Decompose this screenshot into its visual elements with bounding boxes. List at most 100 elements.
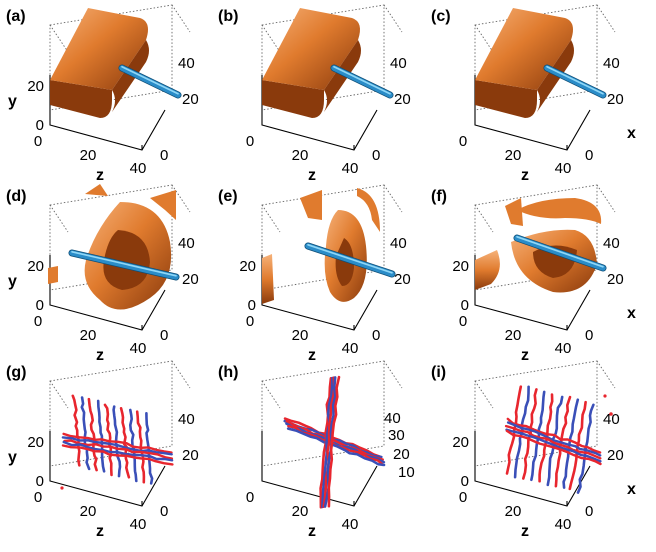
z-tick-label: 0	[246, 489, 254, 506]
panel-label: (b)	[218, 8, 238, 25]
z-tick-label: 40	[342, 340, 359, 357]
y-axis-label: y	[8, 449, 17, 466]
x-axis-label: x	[627, 305, 636, 322]
z-tick-label: 20	[80, 327, 97, 344]
y-tick-label: 20	[27, 434, 44, 451]
z-tick-label: 40	[130, 160, 147, 177]
z-tick-label: 0	[459, 489, 467, 506]
z-tick-label: 40	[555, 160, 572, 177]
rod-highlight	[546, 65, 604, 95]
x-tick-label: 40	[384, 410, 401, 427]
red-strand	[61, 444, 174, 466]
box-edge	[474, 204, 494, 233]
z-axis-label: z	[308, 523, 316, 540]
blue-strand	[285, 422, 386, 464]
box-edge	[171, 4, 191, 33]
red-dot	[609, 412, 613, 416]
z-tick-label: 0	[34, 133, 42, 150]
z-tick-label: 20	[80, 147, 97, 164]
red-strand	[119, 407, 131, 479]
box-edge	[49, 24, 69, 53]
box-edge	[261, 204, 281, 233]
y-tick-label: 0	[461, 297, 469, 314]
z-tick-label: 0	[459, 133, 467, 150]
x-tick-label: 20	[394, 91, 411, 108]
x-tick-label: 40	[178, 235, 195, 252]
red-strand	[285, 419, 384, 461]
panel-label: (e)	[218, 188, 238, 205]
blue-strand	[321, 376, 334, 509]
rod	[119, 65, 181, 98]
rod	[69, 250, 179, 280]
blue-strand	[506, 421, 602, 457]
box-edge	[261, 380, 281, 409]
rod	[331, 65, 393, 98]
box-edge	[596, 360, 616, 389]
blue-strand	[80, 396, 91, 471]
z-tick-label: 40	[342, 160, 359, 177]
rod	[305, 243, 395, 277]
z-axis-label: z	[521, 167, 529, 184]
x-tick-label: 20	[182, 271, 199, 288]
shell-fragment	[262, 254, 274, 304]
z-tick-label: 20	[292, 147, 309, 164]
shell-cavity	[335, 238, 354, 286]
panel-label: (g)	[6, 364, 26, 381]
blue-strand	[530, 390, 546, 482]
x-tick-label: 20	[607, 447, 624, 464]
slab-side-face	[324, 40, 361, 112]
rod	[514, 235, 606, 271]
z-tick-label: 0	[246, 133, 254, 150]
blue-strand	[61, 436, 173, 456]
box-edge	[383, 4, 403, 33]
red-strand	[568, 400, 587, 491]
x-tick-label: 30	[388, 427, 405, 444]
slab-front-face	[50, 80, 112, 118]
y-axis-label: y	[8, 273, 17, 290]
z-axis-label: z	[96, 523, 104, 540]
red-strand	[71, 394, 81, 467]
x-tick-label: 20	[393, 446, 410, 463]
blue-strand	[505, 428, 602, 463]
rod-highlight	[307, 243, 393, 274]
red-strand	[103, 403, 113, 477]
z-axis-label: z	[308, 167, 316, 184]
y-tick-label: 20	[452, 434, 469, 451]
z-tick-label: 20	[505, 503, 522, 520]
x-tick-label: 40	[178, 55, 195, 72]
blue-strand	[286, 427, 386, 467]
x-tick-label: 20	[182, 91, 199, 108]
z-tick-label: 20	[292, 503, 309, 520]
z-tick-label: 40	[342, 516, 359, 533]
y-axis-label: y	[8, 93, 17, 110]
rod-highlight	[71, 250, 177, 277]
x-tick-label: 20	[394, 271, 411, 288]
axis-frame	[474, 431, 591, 507]
y-tick-label: 0	[36, 297, 44, 314]
z-tick-label: 40	[130, 516, 147, 533]
panel-label: (f)	[431, 188, 447, 205]
x-tick-label: 40	[390, 235, 407, 252]
y-tick-label: 20	[239, 258, 256, 275]
box-edge	[596, 4, 616, 33]
panel-label: (a)	[6, 8, 26, 25]
y-tick-label: 0	[36, 117, 44, 134]
z-tick-label: 20	[505, 147, 522, 164]
y-tick-label: 20	[27, 78, 44, 95]
z-axis-label: z	[96, 167, 104, 184]
blue-strand	[562, 398, 580, 489]
shell-rim	[517, 198, 602, 224]
x-tick-label: 40	[178, 411, 195, 428]
z-tick-label: 20	[292, 327, 309, 344]
x-tick-label: 20	[607, 271, 624, 288]
x-tick-label: 0	[585, 147, 593, 164]
red-dot	[60, 486, 64, 490]
red-strand	[506, 417, 602, 454]
z-axis-label: z	[521, 347, 529, 364]
